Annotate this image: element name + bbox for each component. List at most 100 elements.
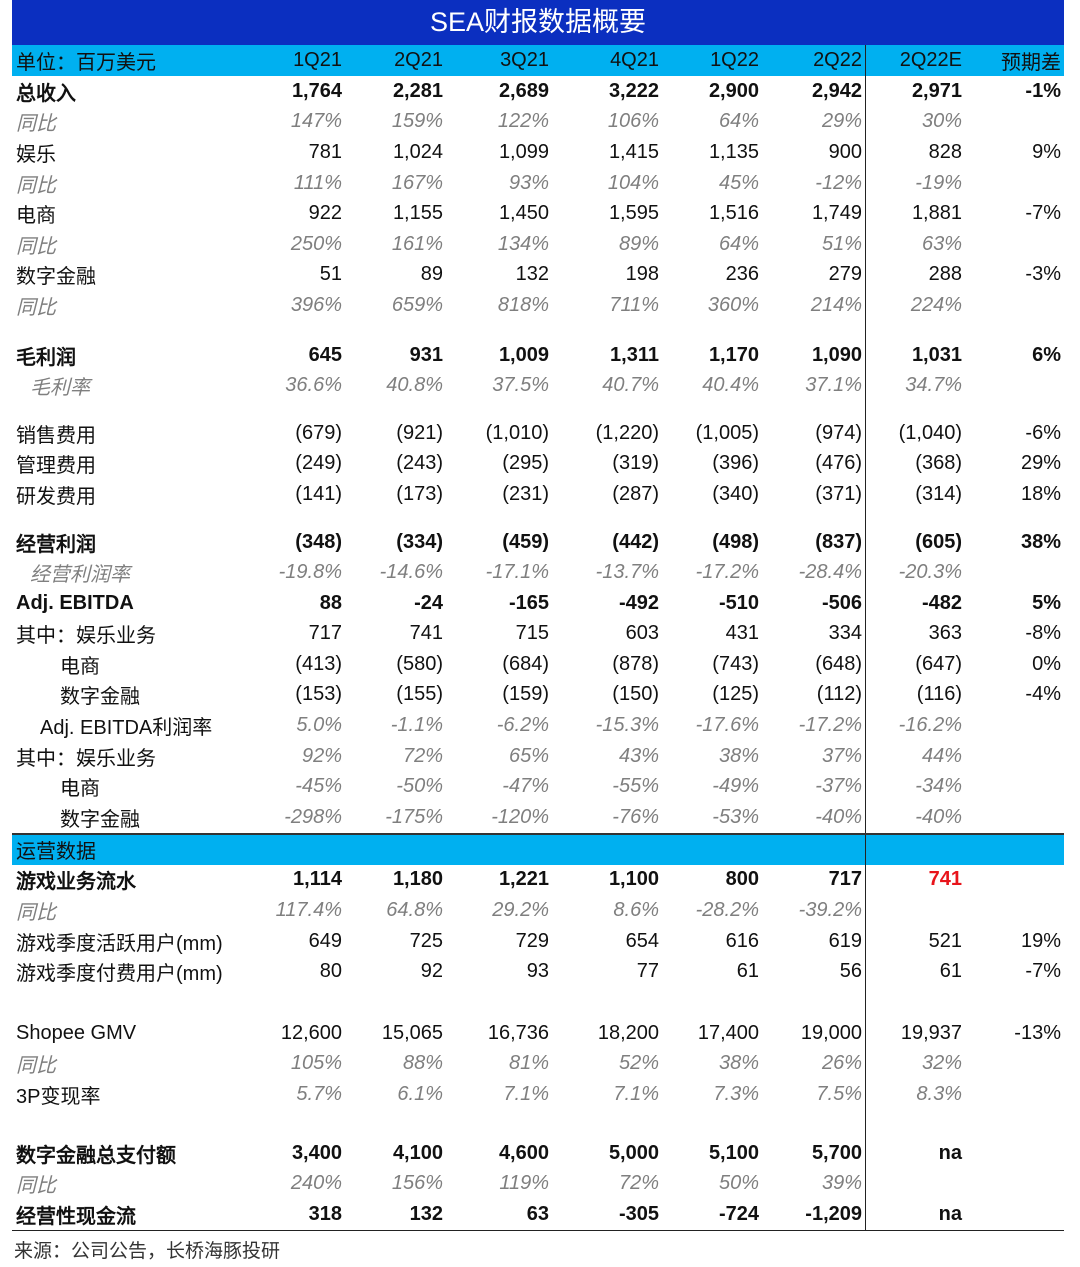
variance-cell: 6% xyxy=(1032,343,1061,366)
value-cell: 5,000 xyxy=(608,1141,659,1164)
value-cell: 6.1% xyxy=(397,1083,443,1106)
value-cell: (287) xyxy=(612,482,659,505)
value-cell: 88% xyxy=(402,1052,443,1075)
value-cell: -17.2% xyxy=(798,714,862,737)
value-cell: 40.8% xyxy=(386,374,443,397)
value-cell: 1,180 xyxy=(392,868,443,891)
value-cell: 3,400 xyxy=(291,1141,342,1164)
value-cell: -17.6% xyxy=(695,714,759,737)
table-row: 其中：娱乐业务 717 741 715 603 431 334 363 -8% xyxy=(12,618,1064,650)
value-cell: 7.1% xyxy=(503,1083,549,1106)
value-cell: -6.2% xyxy=(496,714,549,737)
row-label: Adj. EBITDA利润率 xyxy=(40,717,213,740)
value-cell: 63 xyxy=(526,1202,549,1225)
column-header: 1Q21 xyxy=(293,49,342,71)
value-cell: 7.5% xyxy=(816,1083,862,1106)
value-cell: 616 xyxy=(725,929,759,952)
value-cell: 29% xyxy=(821,110,862,133)
row-label: 同比 xyxy=(16,174,56,197)
value-cell: (249) xyxy=(295,452,342,475)
row-label: Shopee GMV xyxy=(16,1021,137,1044)
estimate-cell: -34% xyxy=(865,771,970,803)
table-row: 同比 250% 161% 134% 89% 64% 51% 63% xyxy=(12,228,1064,260)
row-label: 同比 xyxy=(16,1175,56,1198)
variance-cell: -13% xyxy=(1014,1021,1061,1044)
value-cell: 77 xyxy=(636,960,659,983)
value-cell: 1,311 xyxy=(610,343,659,366)
value-cell: (459) xyxy=(502,530,549,553)
value-cell: -724 xyxy=(718,1202,759,1225)
estimate-cell: 363 xyxy=(865,618,970,650)
value-cell: (348) xyxy=(295,530,342,553)
row-label: 同比 xyxy=(16,902,56,925)
value-cell: 38% xyxy=(718,1052,759,1075)
value-cell: (743) xyxy=(712,652,759,675)
value-cell: 93% xyxy=(508,171,549,194)
value-cell: -492 xyxy=(618,591,659,614)
value-cell: 1,135 xyxy=(708,140,759,163)
value-cell: 39% xyxy=(821,1172,862,1195)
value-cell: 619 xyxy=(828,929,862,952)
value-cell: 37% xyxy=(821,744,862,767)
value-cell: 122% xyxy=(497,110,549,133)
estimate-cell: (368) xyxy=(865,448,970,480)
variance-cell: -7% xyxy=(1025,960,1061,983)
table-row: 经营利润率 -19.8% -14.6% -17.1% -13.7% -17.2% -28.4… xyxy=(12,557,1064,588)
estimate-cell: 63% xyxy=(865,228,970,260)
value-cell: -19.8% xyxy=(278,561,342,584)
column-header: 2Q22E xyxy=(865,45,970,76)
estimate-cell: (314) xyxy=(865,479,970,510)
value-cell: -17.1% xyxy=(485,561,549,584)
value-cell: 741 xyxy=(409,622,443,645)
estimate-cell: -40% xyxy=(865,802,970,833)
value-cell: (1,220) xyxy=(595,421,659,444)
value-cell: 37.1% xyxy=(805,374,862,397)
value-cell: 156% xyxy=(391,1172,443,1195)
row-label: 同比 xyxy=(16,296,56,319)
value-cell: (150) xyxy=(612,683,659,706)
value-cell: (1,005) xyxy=(695,421,759,444)
table-title: SEA财报数据概要 xyxy=(12,0,1064,45)
value-cell: (125) xyxy=(712,683,759,706)
estimate-cell: (1,040) xyxy=(865,417,970,449)
estimate-cell: 30% xyxy=(865,106,970,138)
value-cell: 1,749 xyxy=(811,202,862,225)
value-cell: 29.2% xyxy=(492,899,549,922)
value-cell: 43% xyxy=(618,744,659,767)
estimate-cell: 1,031 xyxy=(865,339,970,371)
value-cell: (340) xyxy=(712,482,759,505)
value-cell: -175% xyxy=(385,805,443,828)
value-cell: 5.0% xyxy=(296,714,342,737)
row-spacer xyxy=(12,320,1064,340)
value-cell: (684) xyxy=(502,652,549,675)
value-cell: 1,221 xyxy=(498,868,549,891)
estimate-cell: 2,971 xyxy=(865,76,970,107)
value-cell: 279 xyxy=(828,263,862,286)
estimate-cell: -20.3% xyxy=(865,557,970,588)
row-label: 游戏季度付费用户(mm) xyxy=(16,963,223,986)
value-cell: 1,170 xyxy=(708,343,759,366)
row-label: 毛利率 xyxy=(30,377,90,400)
value-cell: 64.8% xyxy=(386,899,443,922)
row-label: 娱乐 xyxy=(16,143,56,166)
value-cell: 654 xyxy=(625,929,659,952)
value-cell: 36.6% xyxy=(285,374,342,397)
value-cell: (155) xyxy=(396,683,443,706)
estimate-cell: 828 xyxy=(865,137,970,168)
value-cell: 1,155 xyxy=(392,202,443,225)
value-cell: (580) xyxy=(396,652,443,675)
variance-cell: -8% xyxy=(1025,622,1061,645)
value-cell: 72% xyxy=(618,1172,659,1195)
row-label: 电商 xyxy=(16,205,56,228)
value-cell: -14.6% xyxy=(379,561,443,584)
value-cell: 800 xyxy=(725,868,759,891)
value-cell: 3,222 xyxy=(608,79,659,102)
variance-cell: 5% xyxy=(1032,591,1061,614)
value-cell: 15,065 xyxy=(381,1021,443,1044)
section-label: 运营数据 xyxy=(16,841,96,864)
table-row: 数字金融 51 89 132 198 236 279 288 -3% xyxy=(12,259,1064,291)
table-row: 管理费用 (249) (243) (295) (319) (396) (476) (368) 2… xyxy=(12,448,1064,480)
value-cell: 134% xyxy=(497,232,549,255)
value-cell: 717 xyxy=(828,868,862,891)
value-cell: 1,009 xyxy=(498,343,549,366)
